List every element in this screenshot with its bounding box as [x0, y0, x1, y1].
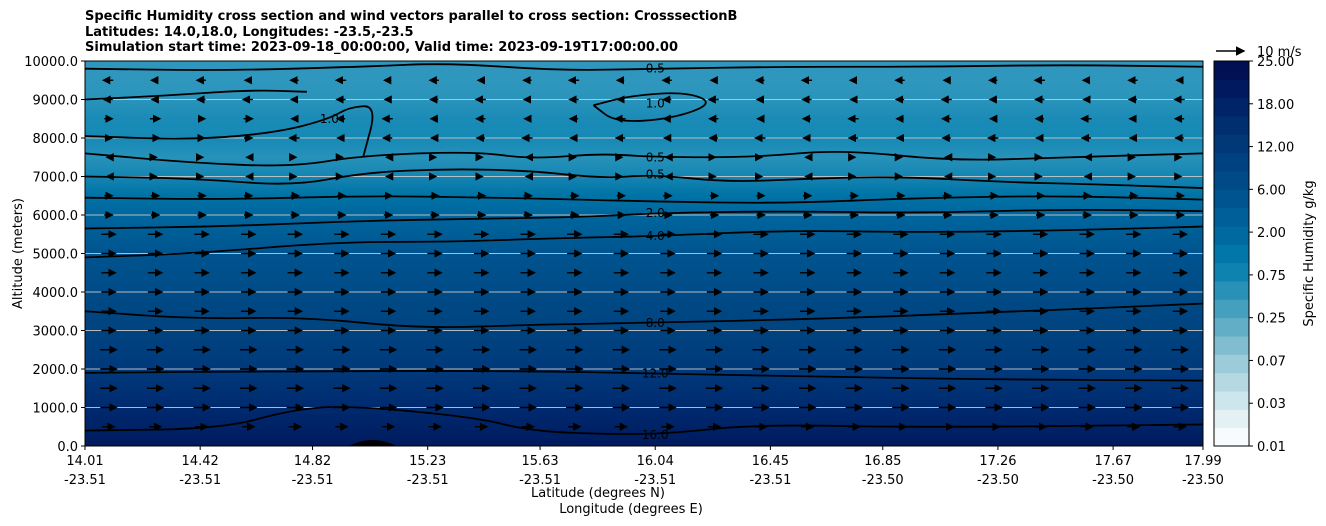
x-tick-label-lat: 15.63	[521, 454, 558, 469]
colorbar-segment	[1214, 116, 1249, 135]
colorbar-tick-label: 2.00	[1257, 226, 1286, 241]
humidity-contour	[84, 168, 1204, 189]
contour-label: 0.5	[646, 150, 665, 164]
contour-label: 2.0	[646, 206, 665, 220]
colorbar-segment	[1214, 391, 1249, 410]
title-line-3: Simulation start time: 2023-09-18_00:00:…	[85, 40, 678, 55]
colorbar-segment	[1214, 336, 1249, 355]
colorbar-segment	[1214, 97, 1249, 117]
y-tick-label: 7000.0	[33, 171, 79, 186]
x-tick-label-lat: 17.99	[1184, 454, 1221, 469]
x-tick-label-lat: 15.23	[409, 454, 446, 469]
colorbar-tick-label: 0.75	[1257, 269, 1286, 284]
colorbar-segment	[1214, 427, 1249, 447]
x-axis-label-lat: Latitude (degrees N)	[531, 486, 665, 501]
x-tick-label-lon: -23.51	[64, 473, 106, 488]
humidity-contour	[84, 208, 1204, 230]
humidity-contour	[84, 406, 1204, 435]
humidity-contour	[592, 92, 707, 122]
humidity-contour	[84, 225, 1204, 259]
colorbar-tick-label: 0.03	[1257, 397, 1286, 412]
humidity-contour	[84, 63, 1204, 71]
y-tick-label: 1000.0	[33, 402, 79, 417]
x-tick-label-lon: -23.51	[749, 473, 791, 488]
colorbar-segment	[1214, 354, 1249, 374]
x-tick-label-lon: -23.51	[519, 473, 561, 488]
terrain-shape	[349, 440, 397, 446]
y-tick-label: 10000.0	[24, 55, 78, 70]
colorbar-tick-label: 0.25	[1257, 312, 1286, 327]
contour-label: 1.0	[646, 96, 665, 110]
x-tick-label-lon: -23.51	[292, 473, 334, 488]
y-tick-label: 6000.0	[33, 209, 79, 224]
contour-label: 12.0	[642, 367, 669, 381]
x-tick-label-lat: 17.67	[1095, 454, 1132, 469]
humidity-contour	[84, 150, 1204, 167]
contour-label: 1.0	[320, 112, 339, 126]
colorbar-segment	[1214, 61, 1249, 80]
x-tick-label-lon: -23.50	[977, 473, 1019, 488]
humidity-contour	[84, 89, 307, 101]
contour-label: 0.5	[646, 62, 665, 76]
colorbar-segment	[1214, 281, 1249, 300]
contour-label: 16.0	[642, 428, 669, 442]
x-tick-label-lat: 17.26	[979, 454, 1016, 469]
y-tick-label: 4000.0	[33, 286, 79, 301]
x-tick-label-lon: -23.50	[1092, 473, 1134, 488]
x-tick-label-lat: 16.04	[637, 454, 674, 469]
humidity-contour	[84, 195, 1204, 204]
colorbar-tick-label: 18.00	[1257, 98, 1294, 113]
x-axis-label-lon: Longitude (degrees E)	[559, 502, 703, 517]
x-tick-label-lon: -23.50	[1182, 473, 1224, 488]
contour-label: 8.0	[646, 316, 665, 330]
x-tick-label-lon: -23.50	[862, 473, 904, 488]
y-tick-label: 8000.0	[33, 132, 79, 147]
wind-reference-label: 10 m/s	[1257, 45, 1302, 60]
colorbar-tick-label: 0.07	[1257, 354, 1286, 369]
x-tick-label-lon: -23.51	[407, 473, 449, 488]
title-line-1: Specific Humidity cross section and wind…	[85, 9, 738, 24]
colorbar-segment	[1214, 262, 1249, 282]
x-tick-label-lat: 14.42	[182, 454, 219, 469]
chart-title: Specific Humidity cross section and wind…	[85, 9, 737, 56]
colorbar-segment	[1214, 79, 1249, 99]
colorbar-tick-label: 12.00	[1257, 141, 1294, 156]
colorbar-tick-label: 25.00	[1257, 55, 1294, 70]
contour-label: 0.5	[646, 168, 665, 182]
colorbar-frame	[1213, 60, 1250, 447]
colorbar-segment	[1214, 207, 1249, 227]
y-tick-label: 0.0	[57, 440, 78, 455]
x-tick-label-lon: -23.51	[634, 473, 676, 488]
colorbar-segment	[1214, 244, 1249, 264]
humidity-contour	[84, 302, 1204, 329]
colorbar-segment	[1214, 409, 1249, 429]
y-tick-label: 2000.0	[33, 363, 79, 378]
colorbar-segment	[1214, 134, 1249, 154]
colorbar-label: Specific Humidity g/kg	[1302, 180, 1317, 326]
colorbar-segment	[1214, 171, 1249, 190]
contour-label: 4.0	[646, 229, 665, 243]
title-line-2: Latitudes: 14.0,18.0, Longitudes: -23.5,…	[85, 24, 414, 40]
humidity-contour	[84, 105, 374, 158]
x-tick-label-lat: 14.01	[66, 454, 103, 469]
y-tick-label: 3000.0	[33, 325, 79, 340]
y-tick-label: 9000.0	[33, 94, 79, 109]
colorbar-tick-label: 0.01	[1257, 440, 1286, 455]
colorbar-segment	[1214, 299, 1249, 319]
colorbar-segment	[1214, 226, 1249, 245]
colorbar-tick-label: 6.00	[1257, 183, 1286, 198]
colorbar-segment	[1214, 152, 1249, 172]
y-tick-label: 5000.0	[33, 248, 79, 263]
colorbar-segment	[1214, 372, 1249, 392]
humidity-contour	[84, 370, 1204, 382]
y-axis-label: Altitude (meters)	[11, 198, 26, 309]
x-tick-label-lat: 14.82	[294, 454, 331, 469]
colorbar-segment	[1214, 317, 1249, 337]
x-tick-label-lon: -23.51	[179, 473, 221, 488]
x-tick-label-lat: 16.85	[864, 454, 901, 469]
colorbar-segment	[1214, 189, 1249, 209]
x-tick-label-lat: 16.45	[752, 454, 789, 469]
